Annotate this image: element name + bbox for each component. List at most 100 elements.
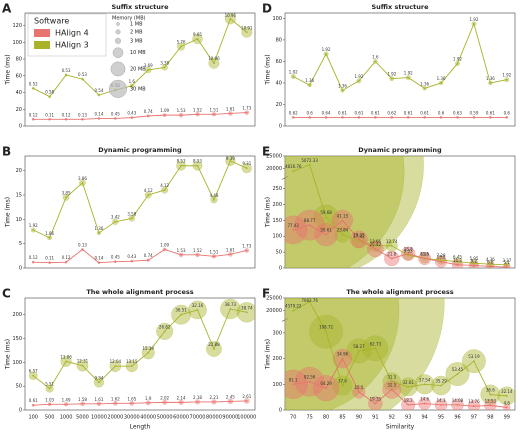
size-label: 4.12: [144, 188, 153, 193]
point: [114, 402, 117, 405]
point: [163, 66, 166, 69]
point: [440, 259, 442, 261]
size-label: 1.36: [420, 81, 429, 86]
size-label: 4.36: [486, 257, 495, 262]
y-tick-label: 15: [16, 192, 22, 198]
x-tick-label: 98: [487, 415, 493, 421]
series-line: [293, 357, 507, 408]
panel: C The whole alignment process Time (ms) 0 50…: [2, 287, 256, 431]
size-label: 1.36: [94, 226, 103, 231]
size-label: 0.61: [354, 110, 363, 115]
y-tick-label: 50: [276, 250, 282, 256]
point: [292, 228, 295, 231]
series-line: [33, 160, 247, 239]
size-label: 1.51: [209, 249, 218, 254]
memory-legend-bubble: [110, 61, 126, 77]
size-label: 0.62: [289, 110, 298, 115]
size-label: 4.6: [504, 400, 511, 405]
size-label: 15.5: [354, 385, 363, 390]
point: [390, 77, 393, 80]
series-line: [293, 164, 507, 266]
x-tick-label: 1000: [60, 415, 73, 421]
x-tick-label: 70000: [190, 415, 206, 421]
plot-area: 0.520.580.530.530.540.581.63.693.385.769…: [29, 13, 253, 121]
size-label: 1.92: [404, 71, 413, 76]
memory-legend-label: 20 MB: [130, 66, 146, 72]
size-label: 14.6: [420, 397, 429, 402]
point: [489, 265, 492, 268]
size-label: 53.19: [468, 354, 480, 359]
point: [374, 402, 377, 405]
x-tick-label: 30000: [124, 415, 140, 421]
size-label: 1.36: [486, 76, 495, 81]
point: [180, 313, 182, 316]
size-label: 1.73: [242, 106, 251, 111]
point: [114, 220, 117, 223]
size-label: 1.73: [242, 243, 251, 248]
point: [163, 189, 166, 191]
size-label: 3.42: [111, 215, 120, 220]
point: [407, 76, 410, 79]
point: [407, 254, 410, 257]
size-label: 0.58: [45, 90, 54, 95]
y-tick-label: 200: [12, 312, 22, 318]
point: [374, 60, 377, 63]
size-label: 1.36: [338, 83, 347, 88]
size-label: 9.39: [226, 156, 235, 161]
memory-legend-label: 1 MB: [130, 22, 143, 28]
size-label: 1.6: [129, 79, 136, 84]
y-axis-title: Time (ms): [5, 339, 12, 370]
x-tick-label: 95: [438, 415, 444, 421]
size-label: 0.59: [469, 110, 478, 115]
size-label: 12.74: [386, 239, 398, 244]
memory-legend-bubble: [115, 29, 121, 35]
size-label: 11.3: [453, 258, 462, 263]
panel-label: A: [2, 2, 12, 16]
x-tick-label: 90000: [222, 415, 238, 421]
y-axis-title: Time (ms): [265, 54, 272, 85]
y-tick-label: 100: [272, 382, 282, 388]
y-tick-label: 80: [16, 57, 22, 63]
size-label: 15.6: [420, 251, 429, 256]
point: [147, 115, 150, 117]
size-label: 0.61: [420, 110, 429, 115]
point: [505, 406, 508, 409]
series-line: [33, 248, 247, 264]
size-label: 6.57: [29, 369, 38, 374]
x-tick-label: 96: [454, 415, 460, 421]
point: [114, 365, 117, 368]
point: [456, 373, 459, 375]
size-label: 35.29: [435, 379, 447, 384]
size-label: 1.86: [45, 231, 54, 236]
size-label: 14.3: [437, 398, 446, 403]
point: [147, 69, 150, 71]
size-label: 36.6: [486, 388, 495, 393]
size-label: 3.85: [62, 190, 71, 195]
point: [48, 261, 51, 264]
size-label: 4816.76: [285, 164, 302, 169]
point: [229, 400, 232, 403]
point: [130, 217, 133, 220]
size-label: 1.61: [226, 247, 235, 252]
point: [374, 116, 377, 119]
size-label: 0.74: [144, 109, 153, 114]
size-label: 1.49: [62, 397, 71, 402]
memory-legend-title: Memory (MB): [112, 16, 146, 22]
size-label: 1.09: [160, 242, 169, 247]
point: [505, 394, 508, 397]
y-tick-label: 40: [276, 80, 282, 86]
memory-legend-bubble: [112, 47, 124, 58]
y-tick-label: 150: [272, 218, 282, 224]
size-label: 10.96: [225, 13, 237, 18]
size-label: 5.95: [469, 256, 478, 261]
point: [505, 116, 508, 119]
size-label: 0.53: [78, 72, 87, 77]
x-tick-label: 90: [356, 415, 362, 421]
point: [473, 264, 475, 267]
x-tick-label: 80: [323, 415, 329, 421]
plot-frame: [284, 297, 516, 411]
point: [81, 402, 84, 405]
point: [308, 116, 311, 119]
size-label: 0.74: [144, 253, 153, 258]
